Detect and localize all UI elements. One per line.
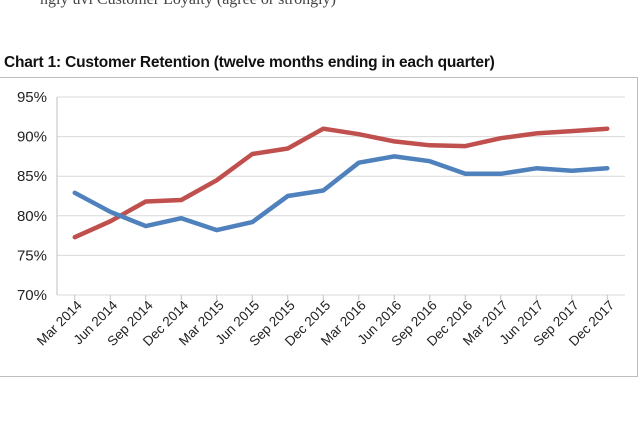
series-lines	[72, 126, 610, 240]
y-tick-label: 75%	[17, 247, 47, 264]
y-tick-label: 85%	[17, 168, 47, 185]
gridlines	[56, 96, 625, 296]
y-tick-label: 80%	[17, 208, 47, 225]
series-line-1	[72, 126, 610, 240]
cropped-header-text: ngly uvi Customer Loyalty (agree or stro…	[40, 0, 336, 9]
series-line-2	[72, 154, 610, 233]
y-tick-label: 95%	[17, 89, 47, 106]
y-axis-ticks: 70% 75% 80% 85% 90% 95%	[17, 89, 47, 304]
y-tick-label: 90%	[17, 129, 47, 146]
y-tick-label: 70%	[17, 287, 47, 304]
chart-frame	[0, 77, 638, 377]
chart-title: Chart 1: Customer Retention (twelve mont…	[4, 54, 495, 71]
